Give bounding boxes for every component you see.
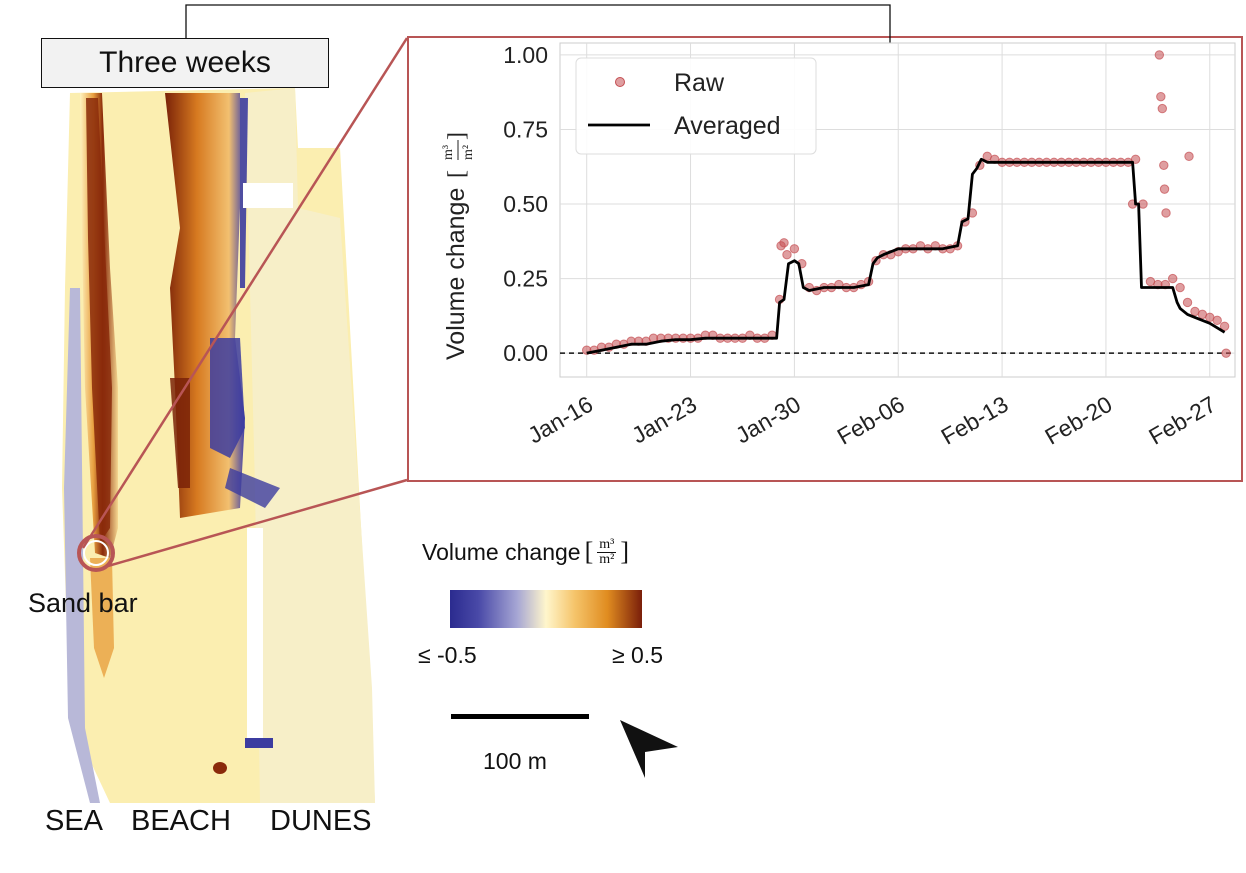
raw-point-27	[782, 250, 792, 260]
y-tick-label-1: 0.25	[503, 266, 548, 292]
region-label-beach: BEACH	[131, 805, 231, 837]
raw-point-97	[1221, 348, 1231, 358]
raw-point-94	[1159, 184, 1170, 194]
zoom-connector-bottom	[107, 478, 408, 568]
y-tick-label-0: 0.00	[503, 340, 548, 366]
beach-change-map	[62, 88, 380, 803]
raw-point-90	[1154, 50, 1165, 60]
x-tick-label-4: Feb-13	[937, 391, 1013, 450]
x-tick-label-2: Jan-30	[731, 391, 805, 449]
x-tick-label-6: Feb-27	[1144, 391, 1220, 450]
raw-point-85	[1212, 315, 1222, 326]
colorbar-unit-num: m³	[597, 536, 617, 553]
north-arrow-icon	[620, 720, 678, 778]
chart-marks	[560, 50, 1235, 358]
legend-raw-label: Raw	[674, 69, 725, 97]
x-tick-label-3: Feb-06	[833, 391, 909, 450]
legend-averaged-label: Averaged	[674, 112, 781, 140]
zoom-connector-top	[81, 37, 409, 549]
raw-point-86	[1219, 321, 1230, 332]
sand-bar-marker	[77, 534, 115, 572]
colorbar-title-text: Volume change	[422, 538, 581, 565]
period-label-box: Three weeks	[41, 38, 329, 88]
scale-bar	[451, 714, 589, 719]
legend-raw-marker	[615, 77, 625, 87]
raw-point-28	[789, 244, 800, 254]
legend-box	[575, 57, 817, 155]
y-axis-unit-num: m³	[441, 145, 456, 160]
y-tick-label-3: 0.75	[503, 116, 548, 142]
region-label-dunes: DUNES	[270, 805, 372, 837]
sand-bar-label: Sand bar	[28, 588, 138, 618]
y-axis-unit-den: m²	[461, 145, 476, 160]
raw-point-91	[1156, 91, 1166, 102]
raw-point-80	[1175, 282, 1185, 293]
colorbar-unit-den: m²	[599, 551, 615, 567]
x-tick-label-0: Jan-16	[523, 391, 597, 449]
colorbar-min-label: ≤ -0.5	[418, 642, 477, 668]
y-tick-label-4: 1.00	[503, 42, 548, 68]
region-label-sea: SEA	[45, 805, 104, 837]
y-tick-label-2: 0.50	[503, 191, 548, 217]
raw-point-81	[1182, 297, 1193, 308]
raw-point-79	[1167, 273, 1178, 284]
y-axis-unit-bracket-close: ]	[444, 132, 470, 140]
colorbar-max-label: ≥ 0.5	[612, 642, 663, 668]
scale-bar-label: 100 m	[483, 748, 547, 774]
y-axis-unit-bracket-open: [	[444, 170, 470, 178]
colorbar	[450, 590, 642, 628]
period-label: Three weeks	[99, 46, 271, 79]
chart-legend: Raw Averaged	[575, 57, 817, 155]
averaged-line	[586, 157, 1226, 355]
raw-point-95	[1161, 208, 1171, 218]
x-tick-label-5: Feb-20	[1040, 391, 1116, 450]
raw-point-93	[1159, 160, 1169, 170]
raw-point-88	[779, 238, 789, 248]
x-tick-label-1: Jan-23	[627, 391, 701, 449]
raw-point-96	[1184, 151, 1194, 162]
y-axis-label: Volume change	[442, 188, 470, 360]
raw-point-92	[1157, 103, 1168, 114]
colorbar-title: Volume change [ m³ m² ]	[422, 536, 630, 567]
colorbar-unit: m³ m²	[597, 536, 617, 567]
